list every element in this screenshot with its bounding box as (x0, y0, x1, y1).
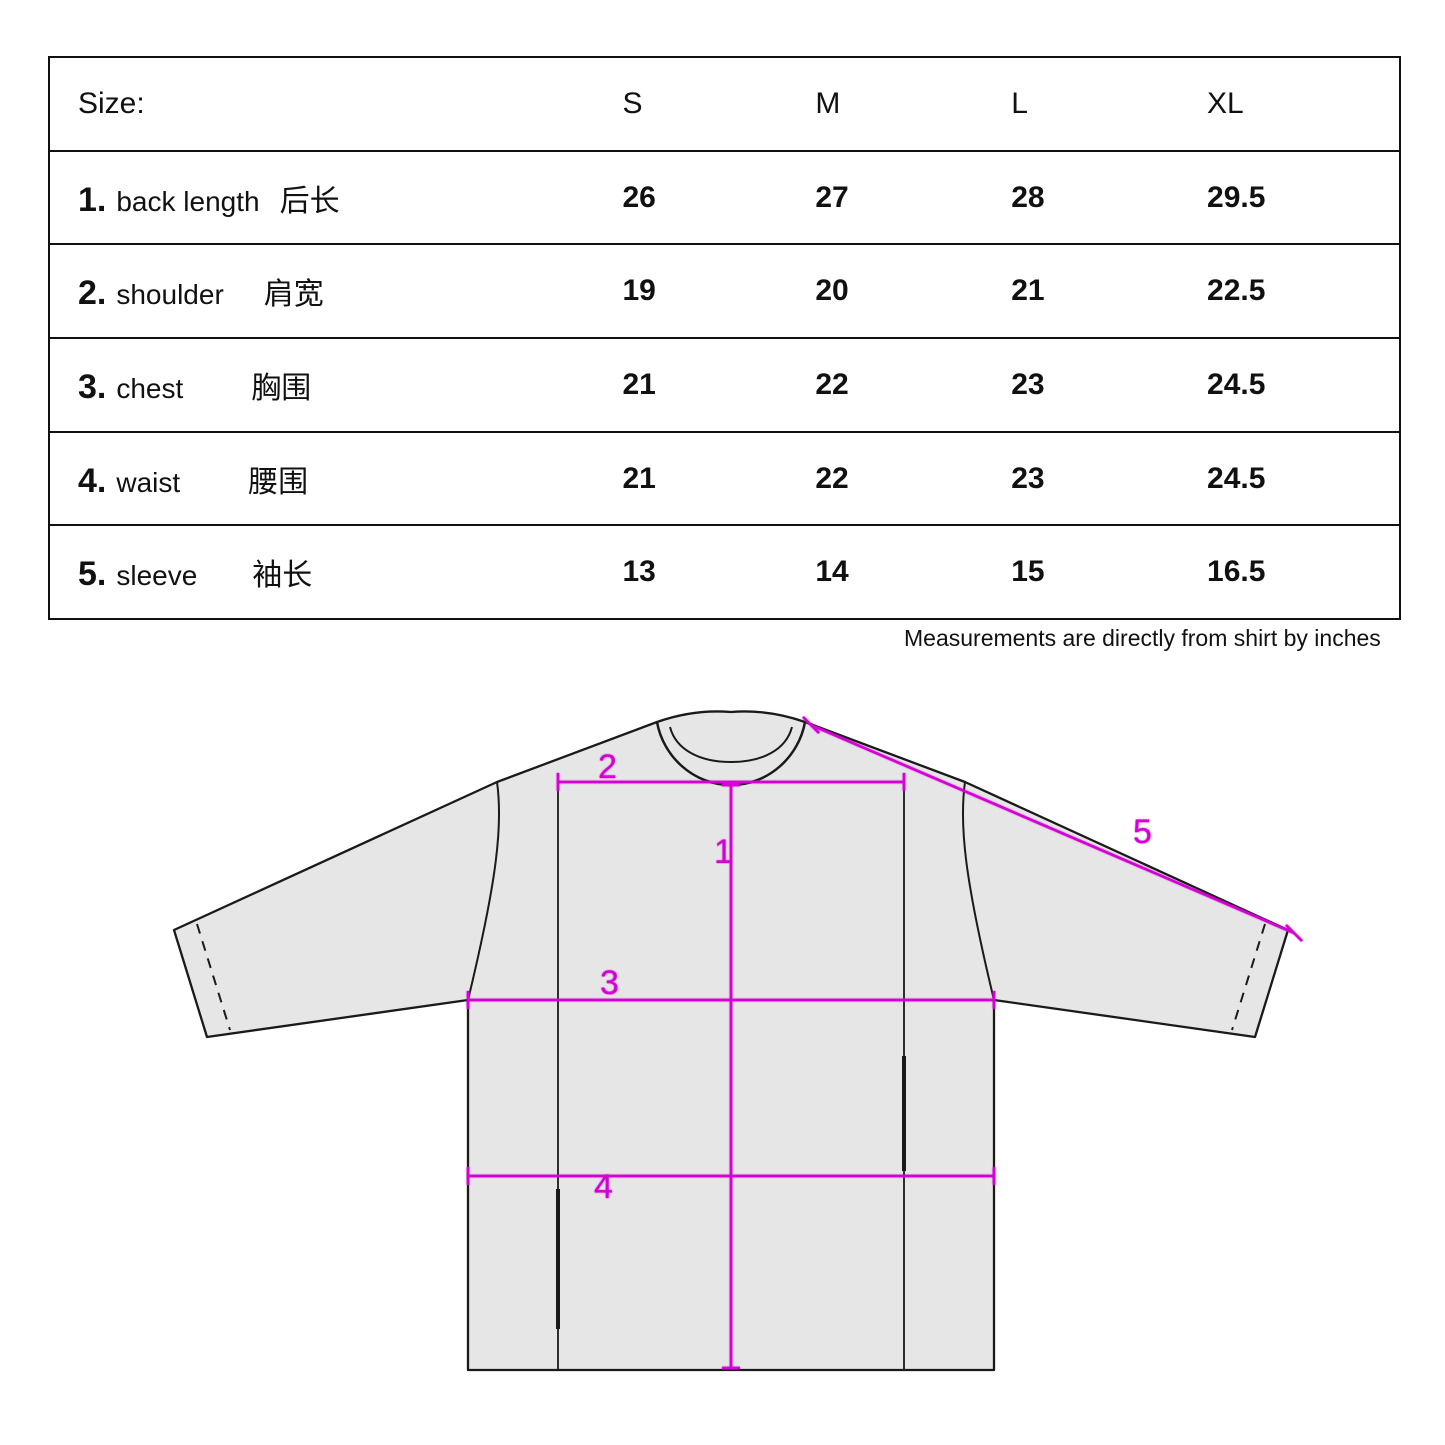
svg-text:3: 3 (600, 964, 619, 1002)
svg-text:2: 2 (598, 748, 617, 786)
svg-text:1: 1 (714, 833, 733, 871)
svg-text:4: 4 (594, 1168, 613, 1206)
svg-text:5: 5 (1133, 813, 1152, 851)
